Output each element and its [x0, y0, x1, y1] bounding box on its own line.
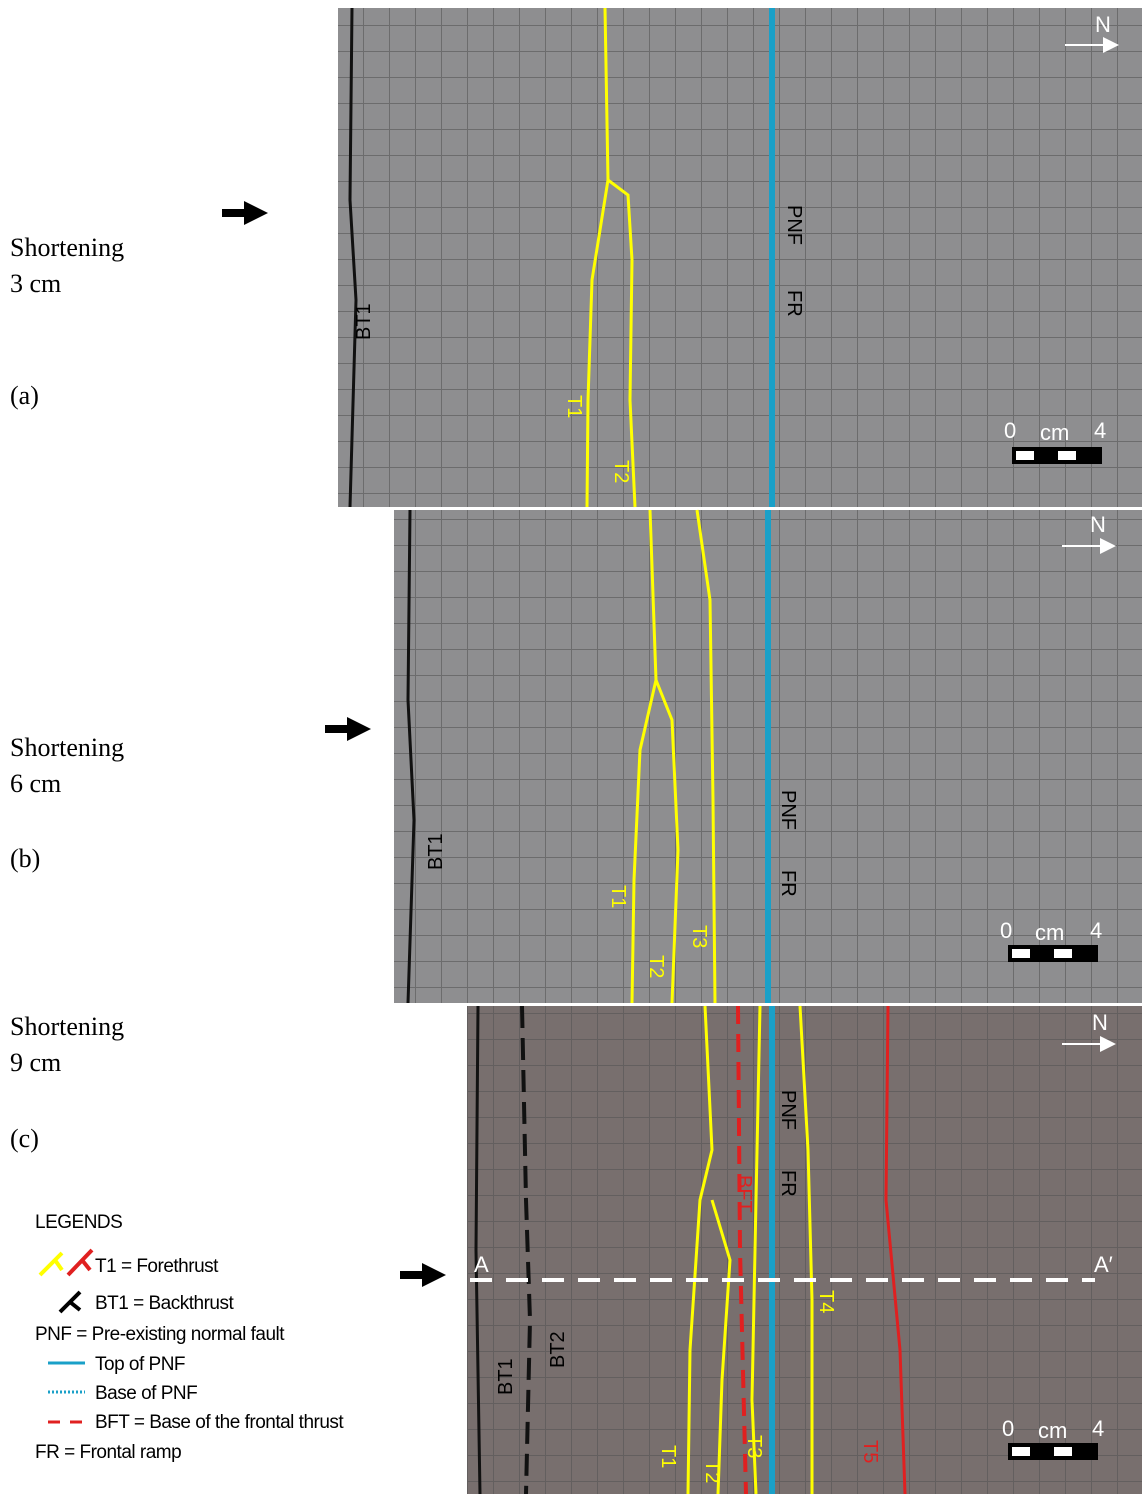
- scale-label: cm: [1035, 920, 1064, 945]
- panel-label: (b): [10, 844, 40, 873]
- scale-label: 4: [1094, 418, 1106, 443]
- fault-label: T5: [859, 1440, 881, 1463]
- fr-label: FR: [777, 1170, 799, 1197]
- legend-item: PNF = Pre-existing normal fault: [35, 1324, 285, 1345]
- fault-label: T1: [607, 885, 629, 908]
- fault-label: T3: [743, 1435, 765, 1458]
- pnf-label: PNF: [783, 205, 805, 245]
- legend: LEGENDS T1 = Forethrust BT1 = Backthrust…: [35, 1212, 344, 1463]
- fault-label: T3: [688, 925, 710, 948]
- legend-item: Top of PNF: [95, 1354, 185, 1375]
- caption: 3 cm: [10, 269, 61, 298]
- scale-label: cm: [1040, 420, 1069, 445]
- panel-label: (a): [10, 381, 39, 410]
- north-label: N: [1090, 512, 1106, 537]
- fault-label: T1: [563, 395, 585, 418]
- pnf-label: PNF: [777, 790, 799, 830]
- legend-item: Base of PNF: [95, 1383, 197, 1404]
- section-label: A: [474, 1252, 489, 1277]
- fr-label: FR: [783, 290, 805, 317]
- panel-c: PNF FR BFT BT1 BT2 T1 T2 T3 T4 T5 A A′ N…: [467, 1006, 1142, 1494]
- caption: Shortening: [10, 233, 124, 262]
- fault-label: BT1: [353, 303, 375, 340]
- fault-label: T2: [610, 460, 632, 483]
- fault-label: BT2: [547, 1331, 569, 1368]
- scale-label: 4: [1090, 918, 1102, 943]
- fault-label: BT1: [495, 1358, 517, 1395]
- captions: Shortening 3 cm (a) Shortening 6 cm (b) …: [10, 233, 124, 1153]
- fault-label: T1: [657, 1445, 679, 1468]
- legend-item: FR = Frontal ramp: [35, 1442, 181, 1463]
- legend-title: LEGENDS: [35, 1212, 122, 1233]
- legend-item: T1 = Forethrust: [95, 1256, 219, 1277]
- page: {"panels":[ {"caption":["Shortening","3 …: [0, 0, 1142, 1494]
- caption: 6 cm: [10, 769, 61, 798]
- caption: Shortening: [10, 733, 124, 762]
- north-label: N: [1092, 1010, 1108, 1035]
- fr-label: FR: [777, 870, 799, 897]
- legend-item: BFT = Base of the frontal thrust: [95, 1412, 344, 1433]
- figure: PNF FR BT1 T1 T2 N 0 cm 4 PNF FR BT1 T1 …: [0, 0, 1142, 1494]
- scale-label: 0: [1000, 918, 1012, 943]
- pnf-label: PNF: [777, 1090, 799, 1130]
- fault-label: BFT: [733, 1175, 755, 1213]
- section-label: A′: [1094, 1252, 1113, 1277]
- scale-label: cm: [1038, 1418, 1067, 1443]
- caption: 9 cm: [10, 1048, 61, 1077]
- legend-item: BT1 = Backthrust: [95, 1293, 234, 1314]
- scale-label: 0: [1002, 1416, 1014, 1441]
- panel-b: PNF FR BT1 T1 T2 T3 N 0 cm 4: [394, 510, 1142, 1003]
- north-label: N: [1095, 12, 1111, 37]
- panel-a: PNF FR BT1 T1 T2 N 0 cm 4: [338, 8, 1142, 507]
- caption: Shortening: [10, 1012, 124, 1041]
- fault-label: BT1: [425, 833, 447, 870]
- scale-label: 0: [1004, 418, 1016, 443]
- fault-label: T2: [701, 1460, 723, 1483]
- scale-label: 4: [1092, 1416, 1104, 1441]
- fault-label: T2: [645, 955, 667, 978]
- fault-label: T4: [815, 1290, 837, 1313]
- panel-label: (c): [10, 1124, 39, 1153]
